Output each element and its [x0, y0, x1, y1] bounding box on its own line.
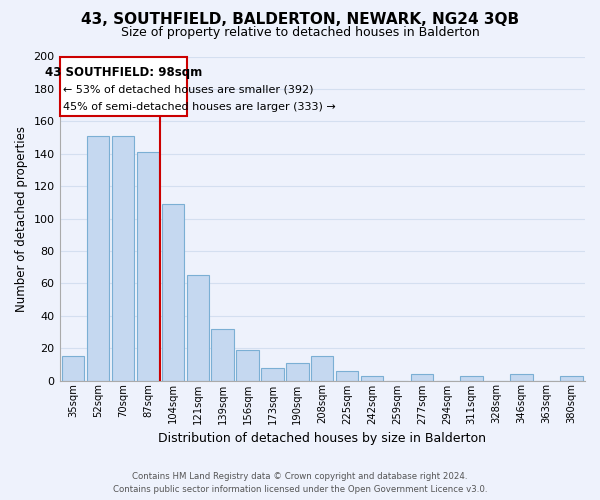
Bar — [336, 371, 358, 380]
Bar — [62, 356, 85, 380]
Text: 43 SOUTHFIELD: 98sqm: 43 SOUTHFIELD: 98sqm — [45, 66, 202, 79]
Bar — [361, 376, 383, 380]
Bar — [560, 376, 583, 380]
Text: 45% of semi-detached houses are larger (333) →: 45% of semi-detached houses are larger (… — [63, 102, 335, 112]
X-axis label: Distribution of detached houses by size in Balderton: Distribution of detached houses by size … — [158, 432, 486, 445]
FancyBboxPatch shape — [60, 56, 187, 116]
Text: Contains HM Land Registry data © Crown copyright and database right 2024.
Contai: Contains HM Land Registry data © Crown c… — [113, 472, 487, 494]
Bar — [187, 275, 209, 380]
Bar — [87, 136, 109, 380]
Bar — [137, 152, 159, 380]
Bar — [161, 204, 184, 380]
Bar — [286, 362, 308, 380]
Bar — [236, 350, 259, 380]
Text: ← 53% of detached houses are smaller (392): ← 53% of detached houses are smaller (39… — [63, 84, 313, 94]
Y-axis label: Number of detached properties: Number of detached properties — [15, 126, 28, 312]
Bar — [261, 368, 284, 380]
Bar — [460, 376, 483, 380]
Bar — [510, 374, 533, 380]
Bar — [410, 374, 433, 380]
Bar — [311, 356, 334, 380]
Text: Size of property relative to detached houses in Balderton: Size of property relative to detached ho… — [121, 26, 479, 39]
Text: 43, SOUTHFIELD, BALDERTON, NEWARK, NG24 3QB: 43, SOUTHFIELD, BALDERTON, NEWARK, NG24 … — [81, 12, 519, 28]
Bar — [112, 136, 134, 380]
Bar — [211, 328, 234, 380]
